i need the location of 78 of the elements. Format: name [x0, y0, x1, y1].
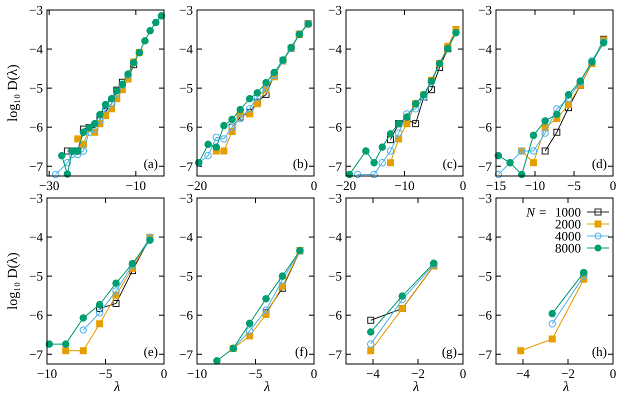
y-tick-label: −3: [179, 2, 193, 18]
y-tick-label: −5: [179, 80, 193, 96]
annotation: (d): [592, 156, 607, 171]
y-tick-label: −4: [179, 42, 194, 57]
x-tick-label: −5: [248, 366, 262, 381]
y-tick-label: −7: [478, 346, 492, 362]
annotation: (e): [144, 344, 158, 359]
x-tick-label: 0: [160, 366, 168, 381]
x-tick-label: −30: [38, 178, 60, 193]
y-tick-label: −5: [328, 80, 342, 96]
x-tick-label: 0: [610, 178, 616, 193]
y-tick-label: −6: [29, 120, 44, 135]
annotation: (h): [592, 344, 607, 359]
x-tick-label: −4: [366, 366, 380, 381]
y-axis-title: log₁₀ D(λ): [6, 64, 21, 122]
x-tick-label: −4: [516, 366, 530, 381]
x-tick-label: −15: [486, 178, 506, 193]
y-tick-label: −4: [29, 42, 44, 57]
y-tick-label: −4: [328, 42, 342, 57]
x-axis-title: λ: [562, 380, 570, 394]
x-tick-label: −2: [411, 366, 425, 381]
y-tick-label: −7: [179, 346, 194, 362]
x-tick-label: −20: [186, 178, 208, 193]
x-axis-title: λ: [412, 380, 420, 394]
y-tick-label: −3: [179, 190, 193, 206]
x-tick-label: −5: [567, 178, 581, 193]
x-tick-label: 0: [460, 178, 466, 193]
y-tick-label: −4: [328, 230, 342, 245]
x-tick-label: −10: [126, 178, 146, 193]
x-tick-label: −2: [561, 366, 575, 381]
annotation: (c): [442, 156, 457, 171]
y-tick-label: −6: [29, 308, 44, 323]
annotation: (b): [292, 156, 308, 171]
annotation: (g): [442, 344, 457, 359]
y-axis-title: log₁₀ D(λ): [6, 252, 21, 310]
x-tick-label: −10: [186, 366, 208, 381]
y-tick-label: −4: [29, 230, 44, 245]
x-tick-label: −5: [98, 366, 112, 381]
y-tick-label: −7: [328, 346, 342, 362]
y-tick-label: −5: [29, 80, 43, 96]
y-tick-label: −6: [179, 308, 194, 323]
x-tick-label: 0: [610, 366, 616, 381]
y-tick-label: −3: [478, 2, 492, 18]
y-tick-label: −7: [328, 158, 342, 174]
y-tick-label: −4: [478, 42, 492, 57]
y-tick-label: −7: [179, 158, 194, 174]
y-tick-label: −3: [328, 190, 342, 206]
y-tick-label: −6: [478, 120, 492, 135]
y-tick-label: −5: [179, 268, 193, 284]
x-axis-title: λ: [113, 380, 120, 394]
y-tick-label: −6: [478, 308, 492, 323]
y-tick-label: −7: [29, 158, 44, 174]
y-tick-label: −7: [478, 158, 492, 174]
y-tick-label: −3: [29, 190, 43, 206]
y-tick-label: −5: [328, 268, 342, 284]
x-tick-label: 0: [460, 366, 466, 381]
y-tick-label: −6: [179, 120, 194, 135]
y-tick-label: −3: [29, 2, 43, 18]
y-tick-label: −4: [478, 230, 492, 245]
y-tick-label: −5: [478, 268, 492, 284]
legend-title: N =: [525, 204, 547, 220]
x-tick-label: 0: [310, 366, 318, 381]
y-tick-label: −5: [478, 80, 492, 96]
x-tick-label: 0: [310, 178, 318, 193]
y-tick-label: −5: [29, 268, 43, 284]
x-tick-label: −10: [394, 178, 415, 193]
x-tick-label: −20: [336, 178, 356, 193]
y-tick-label: −6: [328, 308, 342, 323]
y-tick-label: −3: [328, 2, 342, 18]
y-tick-label: −3: [478, 190, 492, 206]
y-tick-label: −4: [179, 230, 194, 245]
y-tick-label: −6: [328, 120, 342, 135]
annotation: (a): [144, 156, 158, 171]
y-tick-label: −7: [29, 346, 44, 362]
x-tick-label: −10: [524, 178, 546, 193]
x-tick-label: −10: [36, 366, 58, 381]
x-axis-title: λ: [263, 380, 270, 394]
annotation: (f): [295, 344, 308, 359]
